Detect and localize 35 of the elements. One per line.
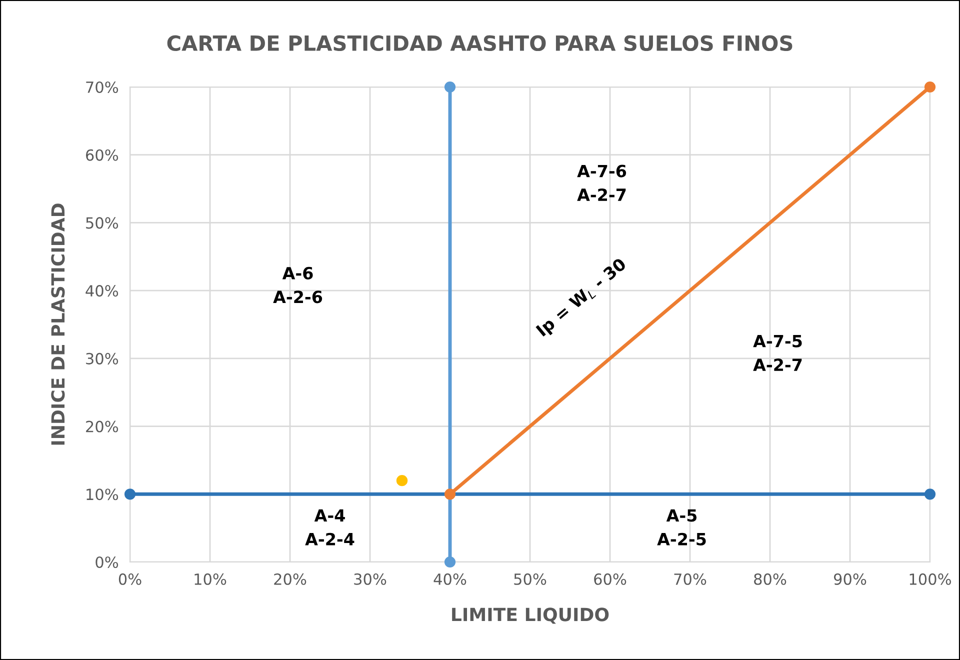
y-tick-label: 70%	[86, 81, 118, 94]
annotation: A-7-6 A-2-7	[577, 164, 626, 201]
annotation: Ip = W$_{L}$ - 30	[536, 257, 629, 340]
annotation: A-4 A-2-4	[305, 509, 354, 546]
y-tick-label: 50%	[86, 217, 118, 229]
x-tick-label: 0%	[118, 573, 142, 585]
point	[124, 488, 136, 500]
point	[924, 81, 936, 93]
x-tick-label: 50%	[514, 573, 546, 585]
y-tick-label: 0%	[96, 556, 118, 568]
x-tick-label: 20%	[274, 573, 306, 585]
point	[444, 556, 456, 568]
annotation: A-7-5 A-2-7	[753, 335, 802, 371]
x-tick-label: 30%	[354, 573, 386, 585]
x-tick-label: 60%	[594, 573, 626, 585]
x-tick-label: 100%	[910, 573, 951, 585]
y-tick-label: 40%	[86, 285, 118, 297]
y-axis-title: INDICE DE PLASTICIDAD	[51, 204, 65, 445]
point	[396, 474, 408, 486]
x-tick-label: 40%	[434, 573, 466, 585]
x-tick-label: 70%	[674, 573, 706, 585]
x-axis-title: LIMITE LIQUIDO	[452, 608, 609, 624]
y-tick-label: 20%	[86, 420, 118, 432]
annotation: A-5 A-2-5	[657, 509, 706, 546]
point	[444, 488, 456, 500]
point	[924, 488, 936, 500]
x-tick-label: 90%	[834, 573, 866, 585]
annotation: A-6 A-2-6	[273, 266, 322, 304]
point	[444, 81, 456, 93]
chart-title: CARTA DE PLASTICIDAD AASHTO PARA SUELOS FINOS	[167, 35, 792, 52]
x-tick-label: 80%	[754, 573, 786, 585]
y-tick-label: 60%	[86, 149, 118, 161]
y-tick-label: 30%	[86, 352, 118, 364]
x-tick-label: 10%	[194, 573, 226, 585]
y-tick-label: 10%	[86, 488, 118, 500]
